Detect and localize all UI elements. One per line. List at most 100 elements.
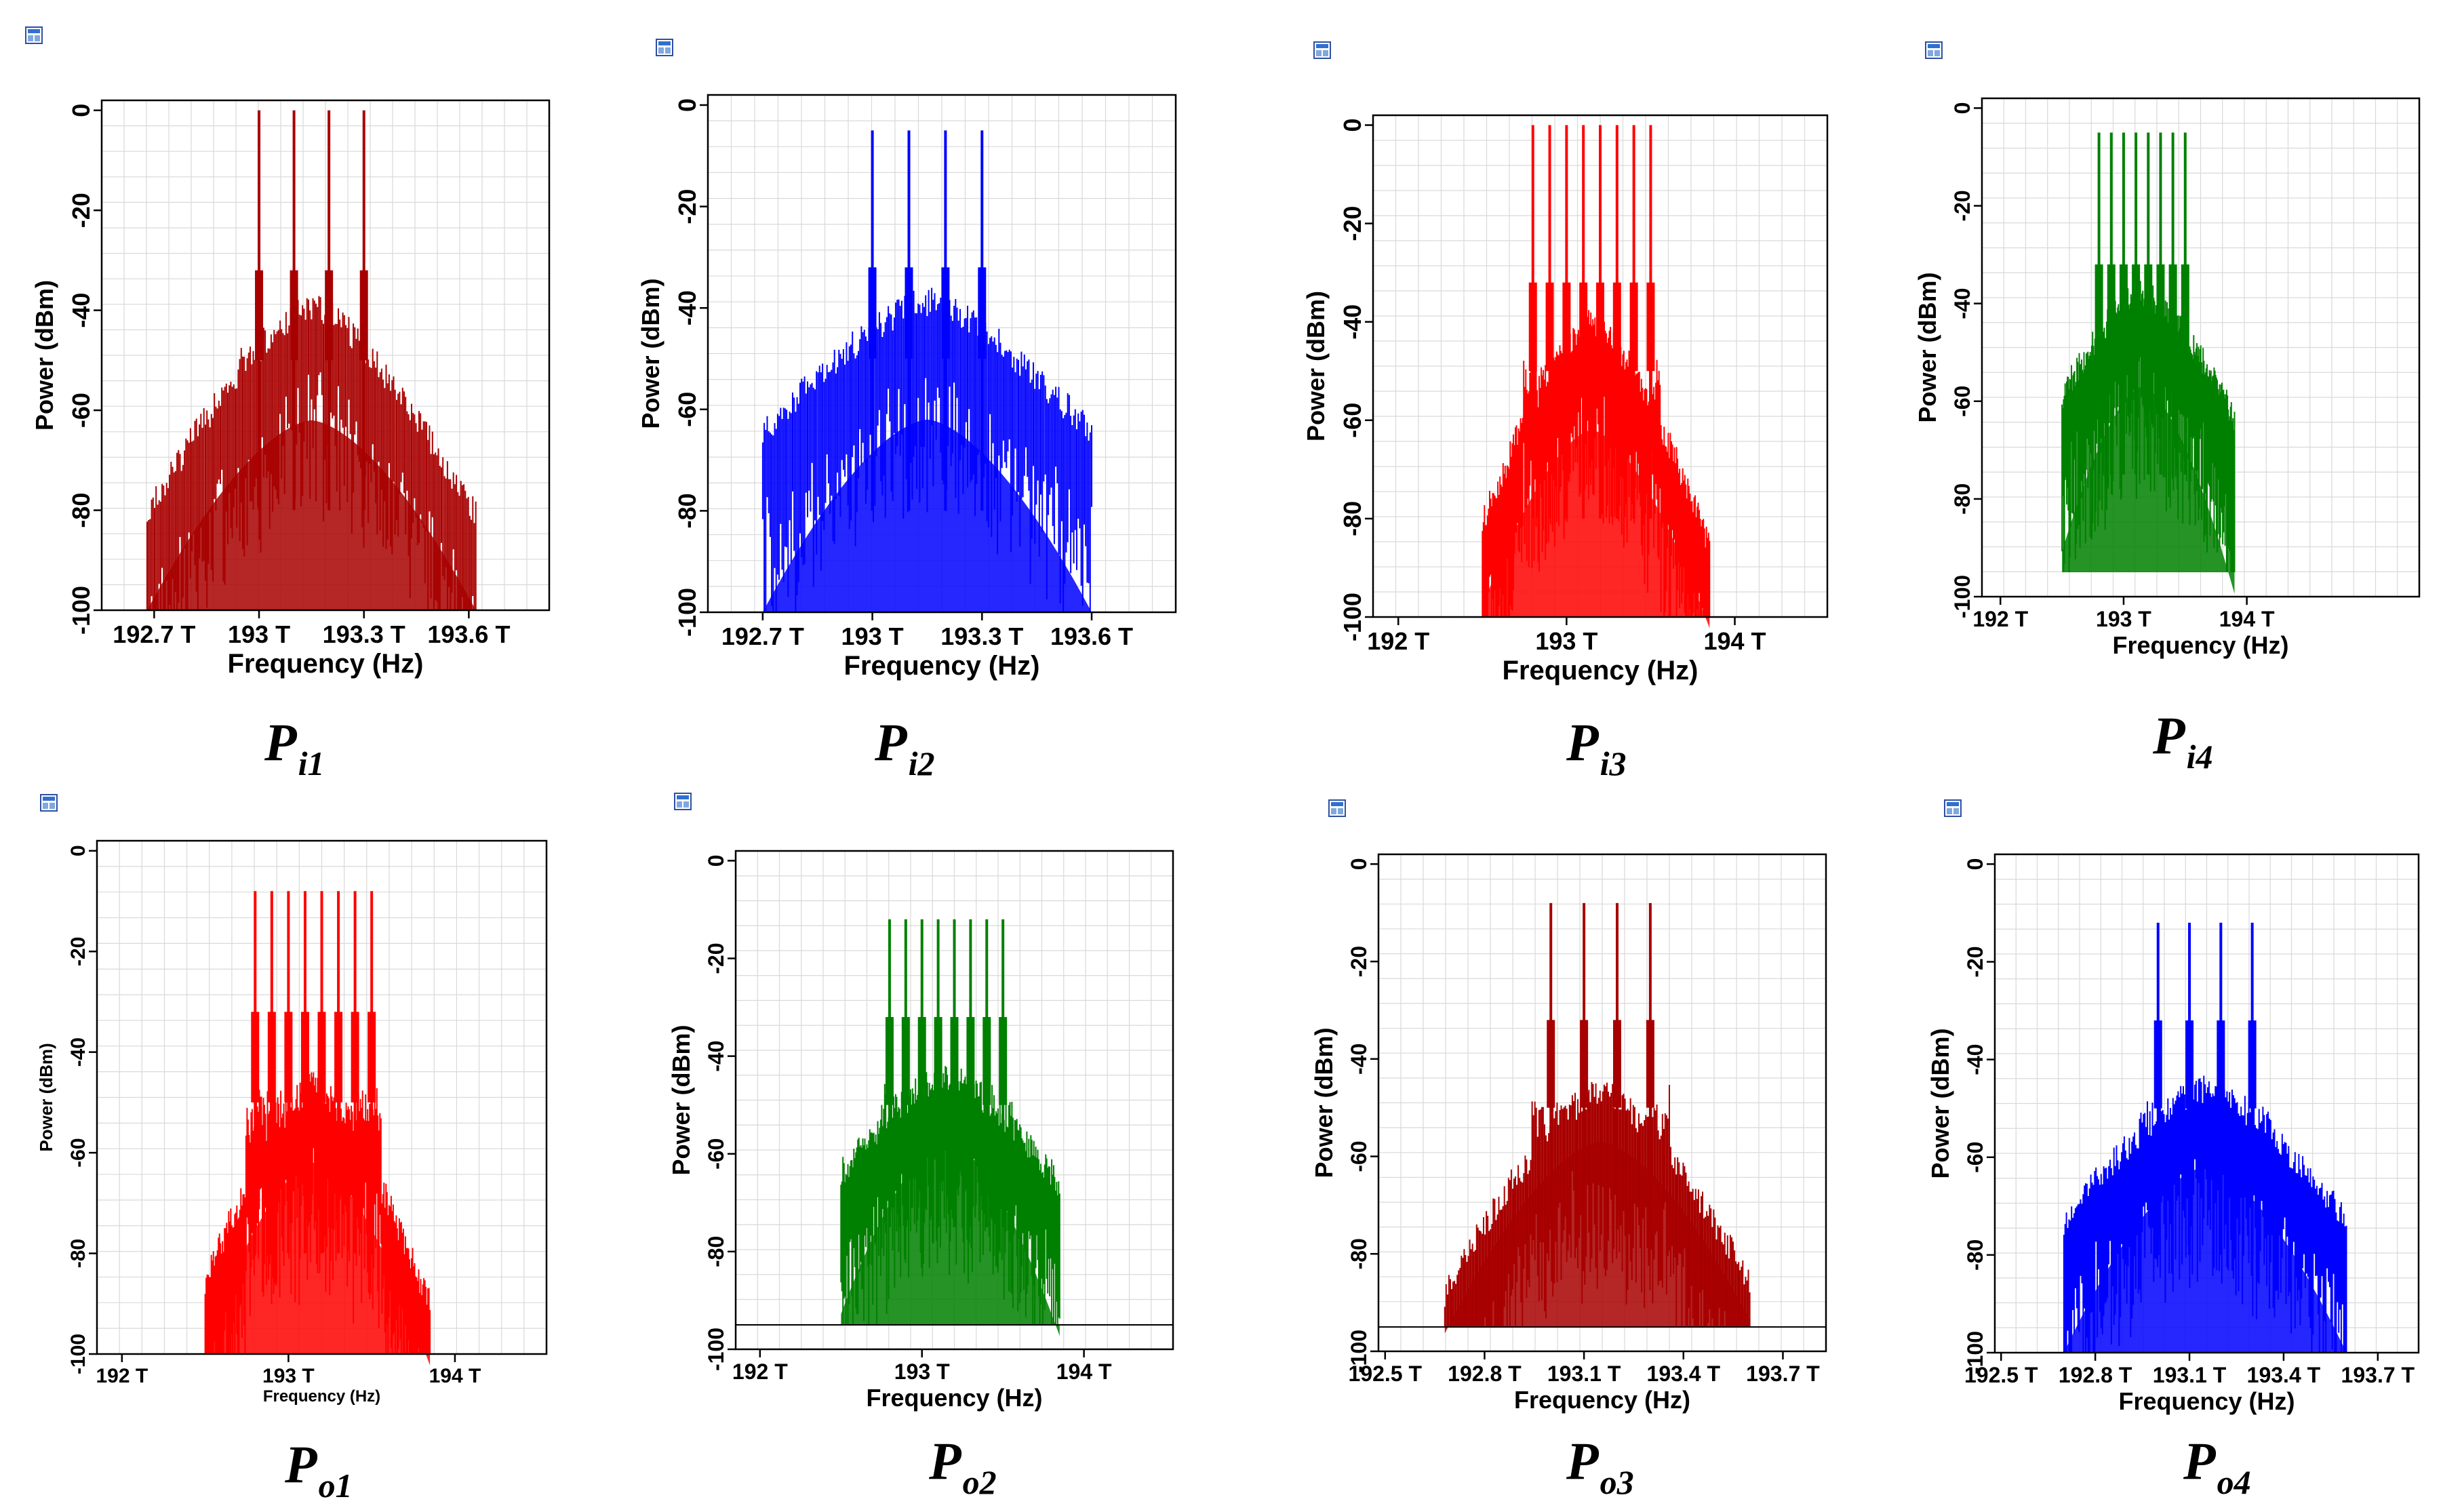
panel-label-subscript: i1 <box>298 744 325 782</box>
window-icon <box>656 39 673 56</box>
carrier-shoulder <box>2107 264 2116 353</box>
carrier-shoulder <box>1646 282 1655 372</box>
carrier-shoulder <box>950 1017 959 1105</box>
x-tick-label: 193 T <box>262 1365 315 1387</box>
carrier-shoulder <box>2119 264 2128 353</box>
y-tick-label: 0 <box>1963 858 1987 871</box>
carrier-shoulder <box>1629 282 1638 372</box>
window-icon <box>1925 41 1943 59</box>
carrier-shoulder <box>2248 1020 2257 1109</box>
x-axis-label: Frequency (Hz) <box>2112 631 2288 659</box>
plot-frame <box>1372 114 1829 618</box>
x-tick-label: 192 T <box>732 1359 788 1384</box>
panel-label-subscript: o4 <box>2217 1463 2251 1501</box>
chart-po2: 192 T 193 T 194 T Frequency (Hz) 0 -20 -40 -60 -… <box>667 793 1174 1412</box>
carrier-shoulder <box>1646 1020 1654 1108</box>
carrier-shoulder <box>978 267 987 359</box>
y-tick-label: -60 <box>1338 403 1366 438</box>
panel-label-subscript: o2 <box>962 1463 997 1501</box>
spectrum-body <box>841 1139 1060 1336</box>
window-icon <box>1328 799 1346 817</box>
y-tick-label: -100 <box>1338 593 1366 641</box>
x-tick-label: 193.6 T <box>1050 622 1133 650</box>
x-axis-label: Frequency (Hz) <box>866 1384 1042 1412</box>
x-tick-label: 194 T <box>429 1365 481 1387</box>
x-axis-label: Frequency (Hz) <box>2118 1387 2295 1415</box>
carrier-shoulder <box>2153 1020 2162 1109</box>
y-tick-label: -40 <box>1963 1044 1987 1075</box>
spectrum-series <box>2063 922 2347 1353</box>
panel-label-subscript: o1 <box>318 1467 353 1505</box>
y-tick-label: -100 <box>1963 1331 1987 1374</box>
carrier-shoulder <box>1612 282 1621 372</box>
x-tick-label: 193.7 T <box>1746 1361 1820 1386</box>
carrier-shoulder <box>905 267 913 359</box>
carrier-shoulder <box>334 1012 343 1102</box>
carrier-shoulder <box>317 1012 326 1102</box>
window-icon <box>25 26 43 44</box>
x-axis-label: Frequency (Hz) <box>844 651 1040 681</box>
x-tick-label: 192 T <box>96 1365 148 1387</box>
carrier-shoulder <box>885 1017 894 1105</box>
x-tick-label: 193.7 T <box>2341 1363 2415 1387</box>
y-tick-label: -80 <box>704 1236 728 1267</box>
panel-label-main: P <box>929 1431 961 1490</box>
carrier-shoulder <box>966 1017 975 1105</box>
y-tick-label: -60 <box>1963 1142 1987 1173</box>
x-tick-label: 193.3 T <box>940 622 1023 650</box>
y-tick-label: -20 <box>673 189 701 224</box>
y-axis: 0 -20 -40 -60 -80 -100 Power (dBm) <box>1926 858 1995 1374</box>
carrier-shoulder <box>934 1017 942 1105</box>
y-tick-label: -60 <box>673 392 701 427</box>
y-tick-label: -20 <box>1338 206 1366 241</box>
x-tick-label: 192.7 T <box>113 620 195 648</box>
y-tick-label: -20 <box>704 942 728 974</box>
y-tick-label: -80 <box>1338 501 1366 536</box>
carrier-shoulder <box>300 1012 309 1102</box>
x-axis-label: Frequency (Hz) <box>1503 656 1699 685</box>
x-tick-label: 193.4 T <box>1647 1361 1721 1386</box>
y-tick-label: -80 <box>1347 1238 1371 1269</box>
panel-label-main: P <box>285 1435 317 1494</box>
carrier-shoulder <box>2156 264 2165 353</box>
carrier-shoulder <box>982 1017 991 1105</box>
y-axis: 0 -20 -40 -60 -80 -100 Power (dBm) <box>1310 858 1378 1373</box>
x-tick-label: 193 T <box>894 1359 950 1384</box>
y-axis: 0 -20 -40 -60 -80 -100 Power (dBm) <box>31 104 102 635</box>
panel-label-po1: Po1 <box>285 1434 353 1505</box>
x-tick-label: 193.4 T <box>2247 1363 2321 1387</box>
y-tick-label: 0 <box>1338 118 1366 132</box>
y-tick-label: -80 <box>1963 1239 1987 1271</box>
panel-label-main: P <box>264 713 297 772</box>
y-tick-label: -80 <box>1950 483 1974 515</box>
panel-label-po2: Po2 <box>929 1431 997 1501</box>
carrier-shoulder <box>1579 282 1588 372</box>
x-tick-label: 192.8 T <box>1448 1361 1522 1386</box>
carrier-shoulder <box>359 270 368 361</box>
spectrum-body <box>2063 1167 2347 1353</box>
plot-frame <box>734 850 1174 1351</box>
y-axis-label: Power (dBm) <box>667 1024 695 1175</box>
x-tick-label: 193.1 T <box>2153 1363 2227 1387</box>
y-tick-label: -40 <box>1950 288 1974 319</box>
x-tick-label: 193 T <box>228 620 290 648</box>
y-axis: 0 -20 -40 -60 -80 -100 Power (dBm) <box>1913 102 1982 618</box>
x-tick-label: 194 T <box>1703 627 1766 655</box>
carrier-shoulder <box>284 1012 293 1102</box>
carrier-shoulder <box>1613 1020 1621 1108</box>
panel-label-main: P <box>2183 1431 2216 1490</box>
carrier-shoulder <box>290 270 298 361</box>
panel-label-subscript: o3 <box>1600 1463 1634 1501</box>
y-tick-label: -80 <box>67 1239 90 1268</box>
panel-label-main: P <box>2153 706 2185 765</box>
plot-frame <box>1981 97 2421 598</box>
panel-label-main: P <box>1566 713 1599 772</box>
panel-label-subscript: i3 <box>1600 744 1627 782</box>
x-tick-label: 192.8 T <box>2059 1363 2132 1387</box>
y-axis: 0 -20 -40 -60 -80 -100 Power (dBm) <box>1302 118 1373 641</box>
